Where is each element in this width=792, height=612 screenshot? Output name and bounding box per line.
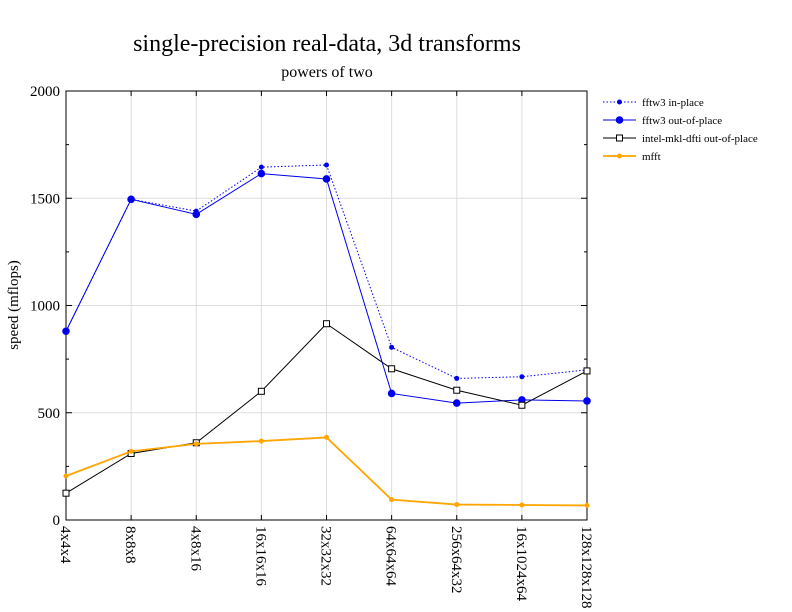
legend-swatch-marker [617,99,622,105]
x-tick-label: 16x1024x64 [513,526,529,602]
data-point [388,365,396,373]
data-point [583,367,591,375]
y-tick-label: 2000 [30,84,60,100]
data-point [193,441,199,447]
legend: fftw3 in-place fftw3 out-of-place intel-mk… [603,97,758,163]
y-axis-label: speed (mflops) [6,260,22,350]
data-point [62,489,70,497]
data-point [257,387,265,395]
x-tick-label: 256x64x32 [448,526,464,594]
series-3 [63,434,590,508]
data-point [519,502,525,508]
grid [65,90,588,521]
x-tick-label: 16x16x16 [252,526,268,587]
y-tick-label: 0 [53,513,61,529]
data-point [258,164,264,170]
data-point [324,434,329,440]
data-point [127,195,135,204]
data-point [453,386,461,394]
legend-label: fftw3 out-of-place [642,115,722,127]
data-point [454,502,460,508]
data-point [389,344,395,350]
y-tick-label: 1000 [30,299,60,315]
series-1 [62,169,591,407]
legend-swatch-marker [616,134,623,142]
series-group [62,162,591,508]
legend-swatch-marker [617,153,622,159]
data-point [583,397,591,405]
data-point [519,374,525,380]
data-point [389,497,395,503]
data-point [63,473,69,479]
data-point [192,210,201,219]
data-point [322,175,331,183]
data-point [258,438,264,444]
data-point [518,401,526,409]
data-point [584,502,590,508]
x-tick-label: 32x32x32 [318,526,334,586]
legend-item-1: fftw3 out-of-place [603,115,722,127]
legend-item-3: mfft [603,151,661,163]
data-point [323,320,330,328]
legend-label: fftw3 in-place [642,97,704,109]
y-tick-label: 1500 [30,191,60,207]
y-tick-label: 500 [38,406,61,422]
data-point [257,169,266,178]
axes: 0 500 1000 1500 2000 4x4x4 8x8x8 4x8x16 16x16x16… [30,84,594,609]
data-point [387,389,396,398]
legend-item-0: fftw3 in-place [603,97,704,109]
x-tick-label: 128x128x128 [578,526,594,609]
x-tick-label: 4x4x4 [57,526,73,564]
legend-label: intel-mkl-dfti out-of-place [642,133,758,145]
data-point [324,162,329,168]
legend-label: mfft [642,151,661,163]
data-point [454,375,460,381]
chart-subtitle: powers of two [281,64,373,81]
x-tick-label: 64x64x64 [383,526,399,587]
legend-swatch-marker [615,116,624,124]
data-point [128,448,134,454]
legend-item-2: intel-mkl-dfti out-of-place [603,133,758,145]
x-tick-label: 8x8x8 [122,526,138,564]
x-tick-label: 4x8x16 [187,526,203,572]
data-point [452,399,461,407]
chart-title: single-precision real-data, 3d transform… [133,31,521,57]
data-point [62,327,70,336]
